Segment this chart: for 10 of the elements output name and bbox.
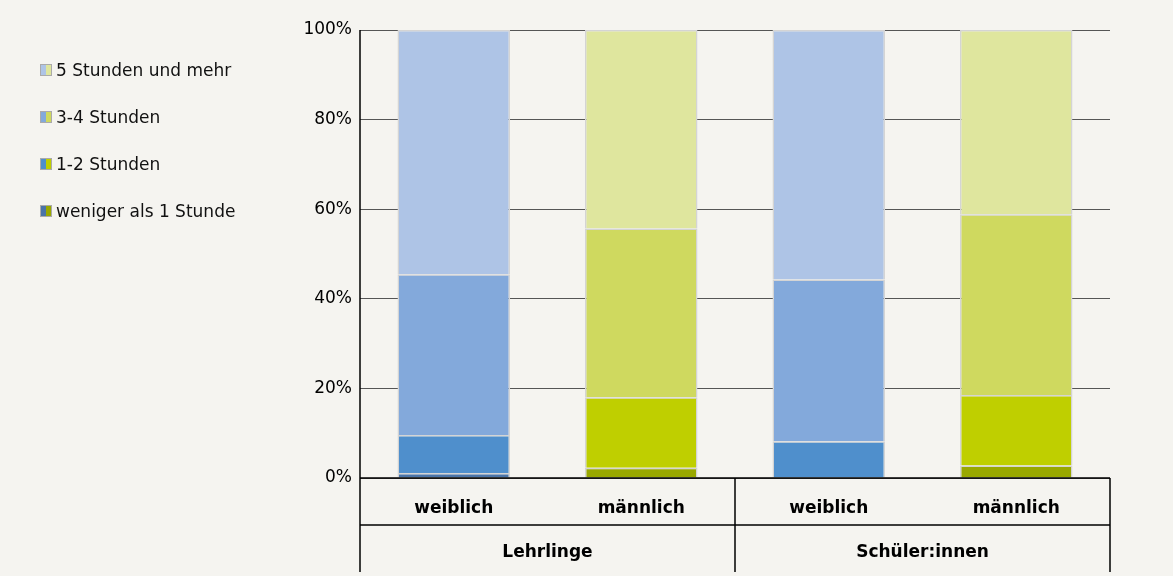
y-tick-label: 100% — [303, 18, 352, 39]
y-tick-label: 40% — [314, 287, 352, 308]
legend-label: 5 Stunden und mehr — [56, 60, 232, 80]
y-tick-label: 0% — [325, 466, 352, 487]
y-tick-label: 80% — [314, 108, 352, 129]
y-tick-label: 20% — [314, 376, 352, 397]
legend-label: 3-4 Stunden — [56, 107, 161, 127]
y-tick-label: 60% — [314, 197, 352, 218]
legend-label: 1-2 Stunden — [56, 154, 161, 174]
legend-label: weniger als 1 Stunde — [56, 201, 236, 221]
